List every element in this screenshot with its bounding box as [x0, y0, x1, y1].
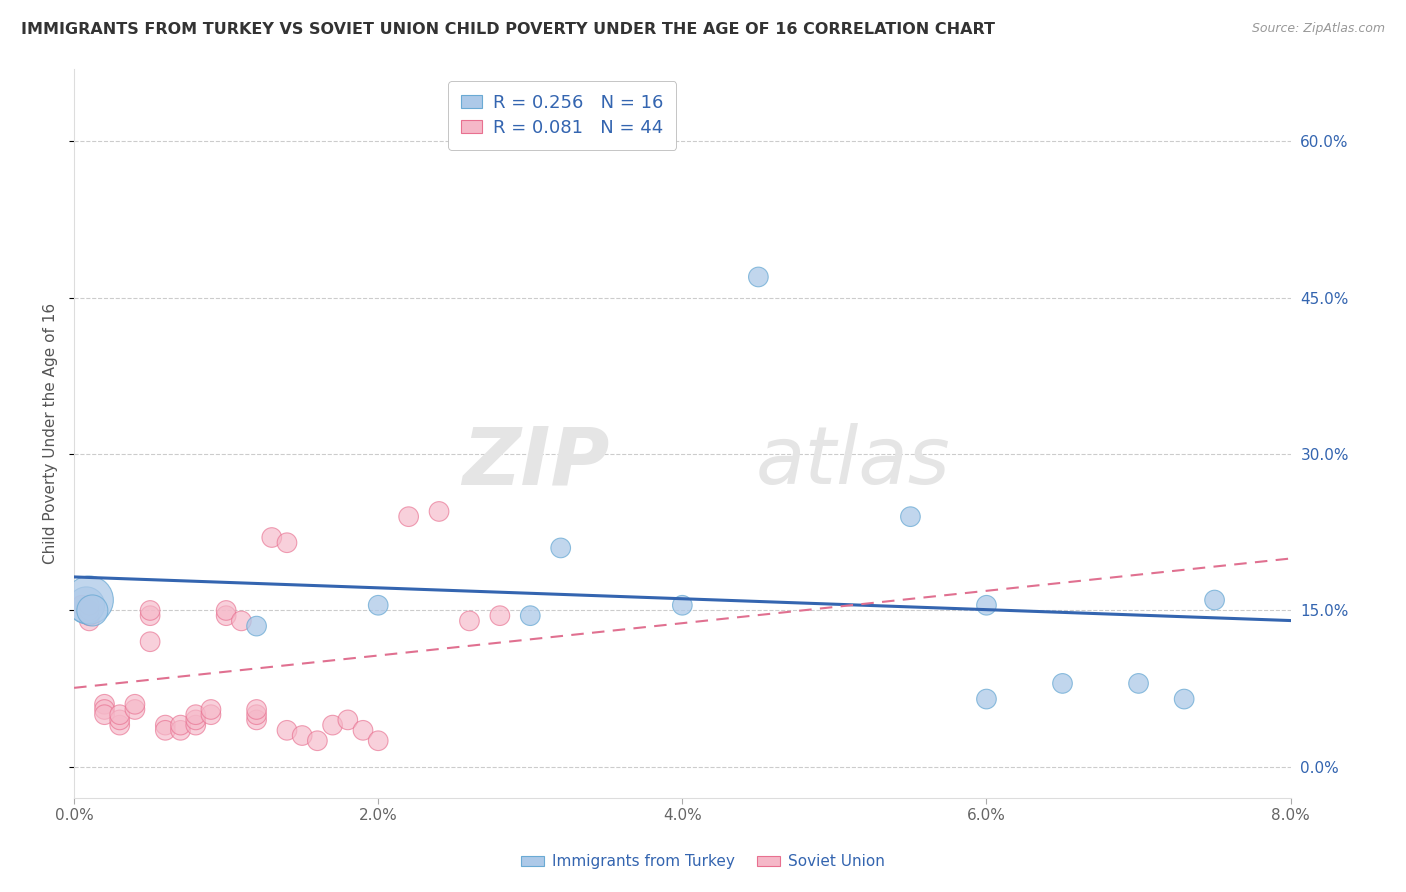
Point — [79, 608, 101, 623]
Point — [215, 603, 238, 617]
Point — [169, 723, 191, 738]
Point — [139, 608, 162, 623]
Point — [1204, 593, 1226, 607]
Point — [79, 593, 101, 607]
Point — [215, 608, 238, 623]
Point — [260, 531, 283, 545]
Point — [139, 603, 162, 617]
Point — [200, 702, 222, 716]
Point — [367, 733, 389, 747]
Point — [245, 707, 267, 722]
Point — [82, 603, 104, 617]
Point — [276, 723, 298, 738]
Point — [155, 718, 177, 732]
Point — [124, 698, 146, 712]
Point — [245, 702, 267, 716]
Legend: Immigrants from Turkey, Soviet Union: Immigrants from Turkey, Soviet Union — [515, 848, 891, 875]
Text: Source: ZipAtlas.com: Source: ZipAtlas.com — [1251, 22, 1385, 36]
Point — [489, 608, 512, 623]
Point — [108, 707, 131, 722]
Point — [79, 599, 101, 613]
Point — [70, 599, 93, 613]
Point — [519, 608, 541, 623]
Point — [976, 599, 998, 613]
Point — [93, 702, 115, 716]
Point — [108, 713, 131, 727]
Point — [245, 713, 267, 727]
Point — [75, 599, 97, 613]
Point — [93, 707, 115, 722]
Point — [184, 707, 207, 722]
Point — [79, 614, 101, 628]
Text: atlas: atlas — [755, 424, 950, 501]
Point — [1052, 676, 1074, 690]
Point — [747, 269, 769, 284]
Point — [184, 713, 207, 727]
Point — [427, 504, 450, 518]
Text: ZIP: ZIP — [463, 424, 609, 501]
Point — [336, 713, 359, 727]
Point — [79, 603, 101, 617]
Point — [458, 614, 481, 628]
Point — [322, 718, 344, 732]
Point — [276, 535, 298, 549]
Point — [139, 634, 162, 648]
Point — [900, 509, 922, 524]
Point — [231, 614, 253, 628]
Point — [550, 541, 572, 555]
Point — [976, 692, 998, 706]
Point — [124, 702, 146, 716]
Point — [1173, 692, 1195, 706]
Point — [155, 723, 177, 738]
Point — [671, 599, 693, 613]
Y-axis label: Child Poverty Under the Age of 16: Child Poverty Under the Age of 16 — [44, 302, 58, 564]
Point — [93, 698, 115, 712]
Point — [398, 509, 420, 524]
Point — [200, 707, 222, 722]
Point — [108, 718, 131, 732]
Point — [245, 619, 267, 633]
Point — [307, 733, 329, 747]
Point — [1128, 676, 1150, 690]
Text: IMMIGRANTS FROM TURKEY VS SOVIET UNION CHILD POVERTY UNDER THE AGE OF 16 CORRELA: IMMIGRANTS FROM TURKEY VS SOVIET UNION C… — [21, 22, 995, 37]
Point — [367, 599, 389, 613]
Point — [169, 718, 191, 732]
Point — [184, 718, 207, 732]
Point — [352, 723, 374, 738]
Point — [291, 729, 314, 743]
Legend: R = 0.256   N = 16, R = 0.081   N = 44: R = 0.256 N = 16, R = 0.081 N = 44 — [449, 81, 676, 150]
